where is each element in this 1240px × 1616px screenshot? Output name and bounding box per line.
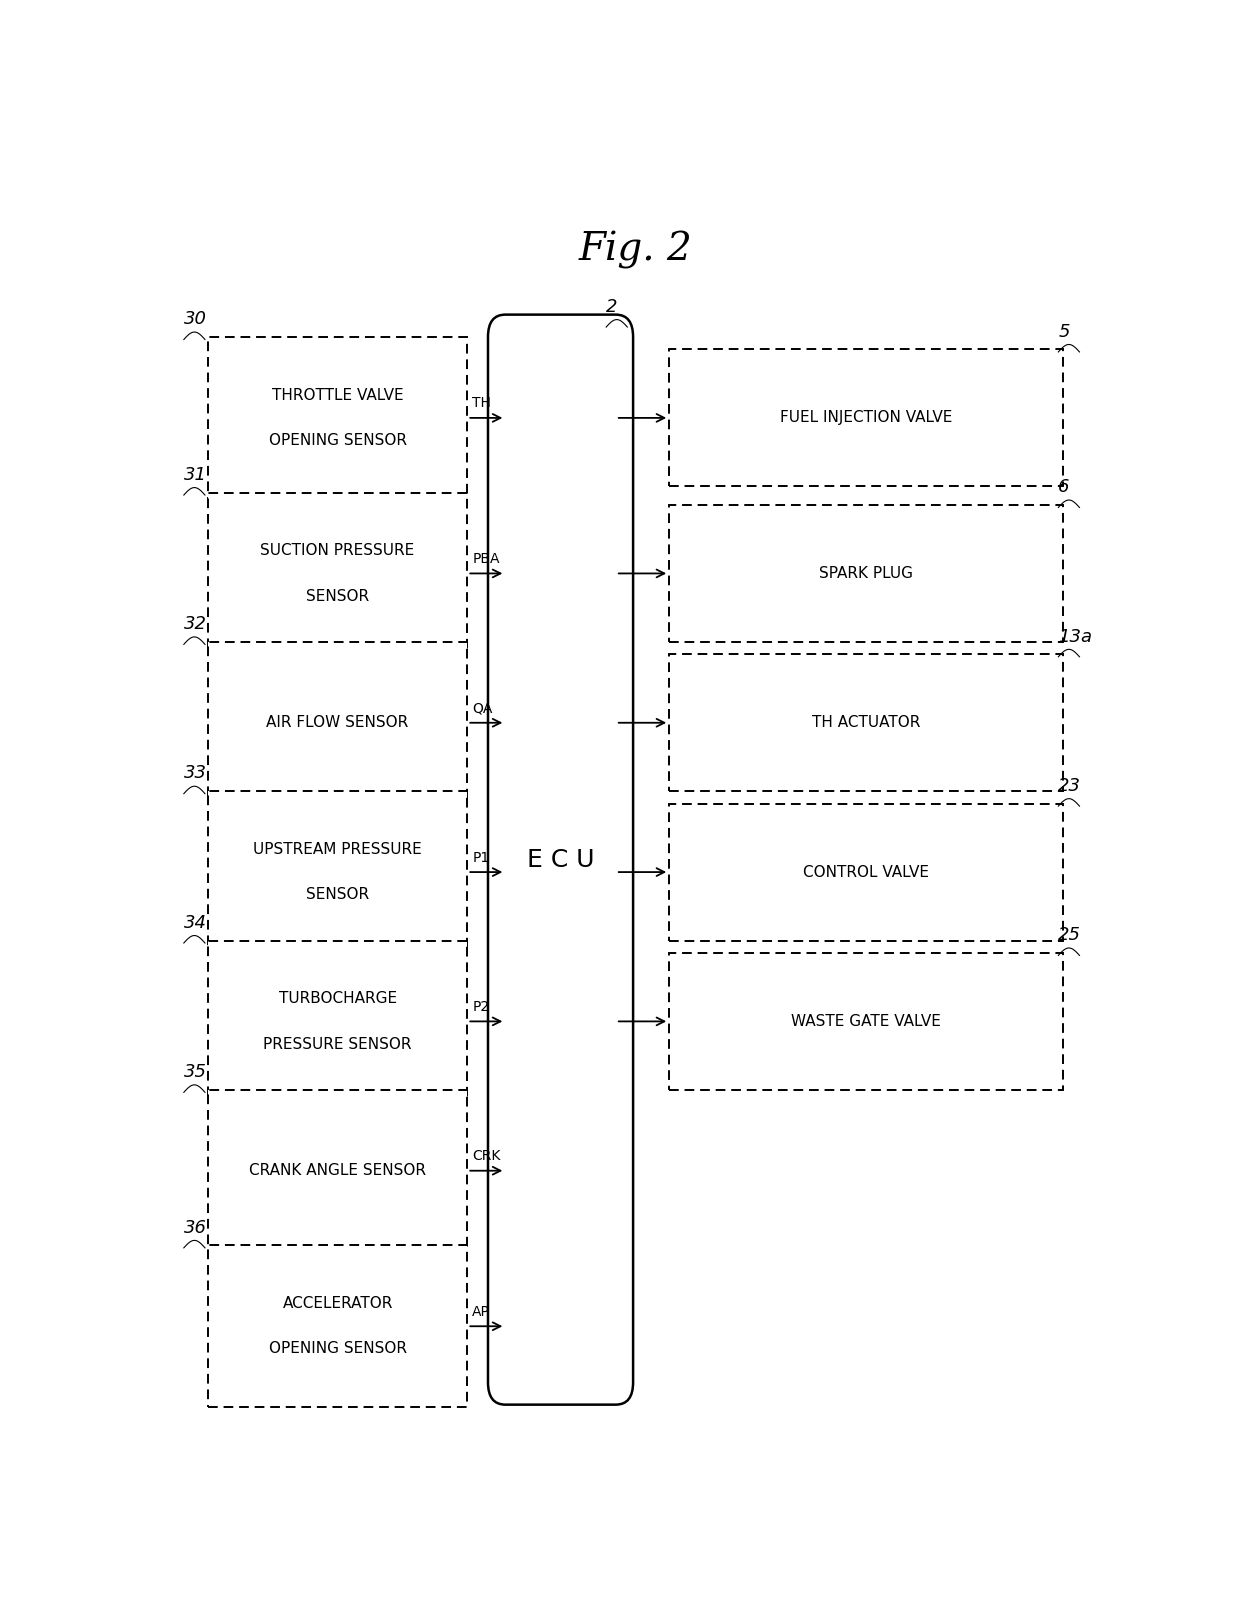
FancyBboxPatch shape bbox=[208, 1089, 467, 1251]
Text: SENSOR: SENSOR bbox=[306, 887, 370, 902]
FancyBboxPatch shape bbox=[670, 654, 1063, 792]
Text: 34: 34 bbox=[184, 913, 207, 932]
Text: WASTE GATE VALVE: WASTE GATE VALVE bbox=[791, 1013, 941, 1029]
Text: QA: QA bbox=[472, 701, 492, 716]
Text: P1: P1 bbox=[472, 850, 490, 865]
FancyBboxPatch shape bbox=[670, 803, 1063, 941]
Text: CONTROL VALVE: CONTROL VALVE bbox=[804, 865, 929, 879]
Text: FUEL INJECTION VALVE: FUEL INJECTION VALVE bbox=[780, 410, 952, 425]
Text: CRK: CRK bbox=[472, 1149, 501, 1164]
Text: 2: 2 bbox=[606, 297, 618, 315]
Text: 32: 32 bbox=[184, 616, 207, 633]
FancyBboxPatch shape bbox=[670, 504, 1063, 642]
Text: SENSOR: SENSOR bbox=[306, 588, 370, 604]
Text: 5: 5 bbox=[1058, 323, 1070, 341]
Text: Fig. 2: Fig. 2 bbox=[579, 231, 692, 268]
FancyBboxPatch shape bbox=[208, 792, 467, 953]
Text: 31: 31 bbox=[184, 465, 207, 483]
Text: OPENING SENSOR: OPENING SENSOR bbox=[269, 433, 407, 448]
Text: 23: 23 bbox=[1058, 777, 1081, 795]
FancyBboxPatch shape bbox=[208, 493, 467, 654]
Text: 25: 25 bbox=[1058, 926, 1081, 944]
Text: ACCELERATOR: ACCELERATOR bbox=[283, 1296, 393, 1311]
FancyBboxPatch shape bbox=[208, 338, 467, 499]
Text: AP: AP bbox=[472, 1304, 490, 1319]
Text: E C U: E C U bbox=[527, 848, 594, 871]
Text: 33: 33 bbox=[184, 764, 207, 782]
Text: TH ACTUATOR: TH ACTUATOR bbox=[812, 716, 920, 730]
FancyBboxPatch shape bbox=[489, 315, 634, 1404]
Text: 35: 35 bbox=[184, 1063, 207, 1081]
FancyBboxPatch shape bbox=[208, 1246, 467, 1408]
FancyBboxPatch shape bbox=[208, 941, 467, 1102]
Text: P2: P2 bbox=[472, 1000, 490, 1013]
Text: 13a: 13a bbox=[1058, 627, 1092, 646]
Text: PBA: PBA bbox=[472, 553, 500, 566]
FancyBboxPatch shape bbox=[670, 349, 1063, 486]
Text: SUCTION PRESSURE: SUCTION PRESSURE bbox=[260, 543, 414, 558]
Text: CRANK ANGLE SENSOR: CRANK ANGLE SENSOR bbox=[249, 1164, 427, 1178]
Text: 30: 30 bbox=[184, 310, 207, 328]
Text: OPENING SENSOR: OPENING SENSOR bbox=[269, 1341, 407, 1356]
Text: SPARK PLUG: SPARK PLUG bbox=[820, 566, 913, 580]
Text: PRESSURE SENSOR: PRESSURE SENSOR bbox=[263, 1036, 412, 1052]
FancyBboxPatch shape bbox=[670, 953, 1063, 1089]
Text: TURBOCHARGE: TURBOCHARGE bbox=[279, 991, 397, 1007]
Text: TH: TH bbox=[472, 396, 491, 410]
Text: UPSTREAM PRESSURE: UPSTREAM PRESSURE bbox=[253, 842, 422, 856]
Text: THROTTLE VALVE: THROTTLE VALVE bbox=[272, 388, 403, 402]
Text: 36: 36 bbox=[184, 1218, 207, 1236]
Text: 6: 6 bbox=[1058, 478, 1070, 496]
Text: AIR FLOW SENSOR: AIR FLOW SENSOR bbox=[267, 716, 409, 730]
FancyBboxPatch shape bbox=[208, 642, 467, 803]
